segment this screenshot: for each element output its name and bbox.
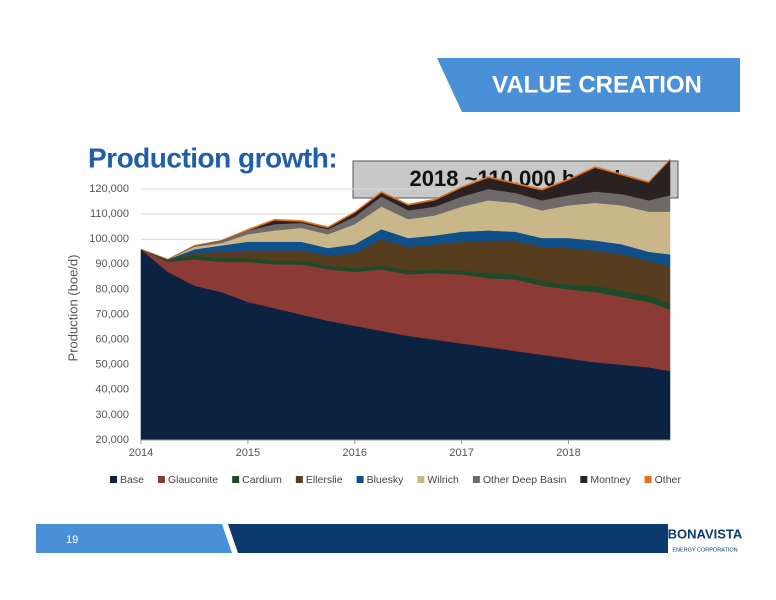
heading: Production growth: <box>88 142 337 173</box>
legend-swatch <box>295 476 303 483</box>
footer-light <box>36 524 232 553</box>
y-tick-label: 30,000 <box>95 409 129 421</box>
legend-swatch <box>417 476 425 483</box>
y-tick-label: 100,000 <box>89 233 129 245</box>
legend-swatch <box>472 476 480 483</box>
legend: Base Glauconite Cardium Ellerslie Bluesky Wil… <box>110 474 681 486</box>
legend-swatch <box>157 476 165 483</box>
legend-label: Ellerslie <box>306 474 343 486</box>
page-number: 19 <box>66 534 78 546</box>
legend-label: Other <box>655 474 682 486</box>
banner-title: VALUE CREATION <box>492 71 702 98</box>
legend-label: Wilrich <box>427 474 459 486</box>
legend-label: Other Deep Basin <box>483 474 567 486</box>
legend-swatch <box>232 476 240 483</box>
x-tick-label: 2016 <box>342 447 366 459</box>
y-tick-label: 40,000 <box>95 384 129 396</box>
legend-label: Montney <box>590 474 631 486</box>
legend-swatch <box>110 476 117 483</box>
legend-swatch <box>644 476 652 483</box>
area <box>140 158 671 260</box>
legend-swatch <box>356 476 364 483</box>
y-axis-label: Production (boe/d) <box>65 255 80 362</box>
areas <box>140 158 671 441</box>
x-tick-label: 2017 <box>449 447 473 459</box>
x-tick-label: 2014 <box>129 447 153 459</box>
axes: 20,000 30,000 40,000 50,000 60,000 70,000 80,0… <box>89 183 670 459</box>
banner-shape <box>437 58 740 112</box>
y-tick-label: 80,000 <box>95 283 129 295</box>
x-tick-label: 2015 <box>236 447 260 459</box>
y-tick-label: 110,000 <box>90 208 129 220</box>
logo: BONAVISTA <box>668 526 743 541</box>
y-tick-label: 90,000 <box>95 258 129 270</box>
y-tick-label: 120,000 <box>89 183 129 195</box>
legend-label: Bluesky <box>367 474 405 486</box>
y-tick-label: 50,000 <box>95 359 129 371</box>
logo-subtitle: ENERGY CORPORATION <box>672 547 737 553</box>
x-tick-label: 2018 <box>556 447 580 459</box>
y-tick-label: 70,000 <box>95 308 129 320</box>
footer-dark <box>228 524 668 553</box>
legend-label: Base <box>120 474 144 486</box>
y-tick-label: 20,000 <box>95 434 129 446</box>
y-tick-label: 60,000 <box>95 334 129 346</box>
legend-label: Glauconite <box>168 474 218 486</box>
legend-swatch <box>580 476 588 483</box>
legend-label: Cardium <box>242 474 282 486</box>
